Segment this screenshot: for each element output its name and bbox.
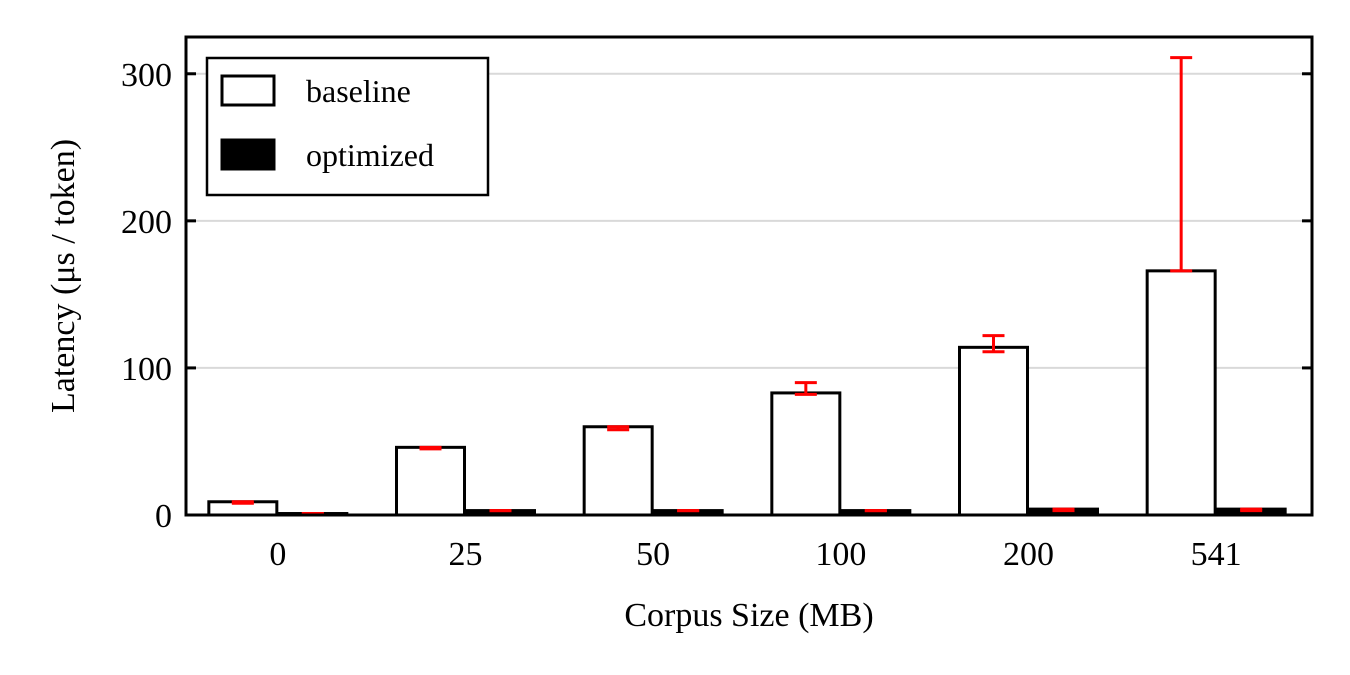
bar-baseline: [1145, 269, 1217, 517]
bars-layer: [207, 269, 1287, 517]
x-tick-label: 541: [1191, 536, 1242, 573]
bar-baseline: [770, 391, 842, 517]
legend: baseline optimized: [205, 56, 490, 197]
legend-swatch-optimized: [220, 138, 276, 171]
bar-baseline: [395, 445, 466, 517]
y-tick-label: 200: [121, 204, 172, 241]
legend-swatch-baseline: [220, 74, 276, 107]
x-tick-label: 50: [636, 536, 670, 573]
legend-label-optimized: optimized: [306, 137, 434, 173]
x-tick-label: 100: [815, 536, 866, 573]
x-axis-title: Corpus Size (MB): [624, 597, 873, 634]
y-tick-label: 300: [121, 57, 172, 94]
error-bars-layer: [231, 56, 1263, 516]
x-tick-label: 200: [1003, 536, 1054, 573]
ticks-layer: 0 100 200 300 0 25 50 100 200 541: [121, 57, 1312, 573]
bar-baseline: [958, 345, 1029, 517]
y-tick-label: 100: [121, 351, 172, 388]
legend-label-baseline: baseline: [306, 73, 411, 109]
y-axis-title: Latency (μs / token): [45, 139, 82, 413]
y-tick-label: 0: [155, 498, 172, 535]
bar-baseline: [582, 425, 654, 517]
x-tick-label: 25: [449, 536, 483, 573]
x-tick-label: 0: [269, 536, 286, 573]
plot-frame: [184, 35, 1314, 517]
